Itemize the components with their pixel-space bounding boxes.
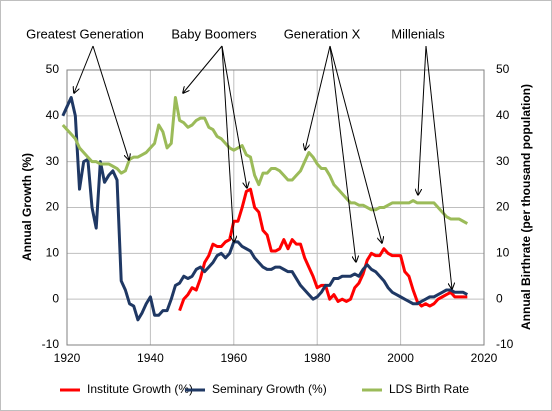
annotation: Generation X: [284, 26, 361, 41]
y2-tick-label: 10: [496, 246, 510, 260]
y-axis-title: Annual Growth (%): [20, 153, 34, 261]
y-tick-label: 0: [52, 291, 59, 305]
annotation-arrow: [418, 45, 427, 195]
y-tick-label: 40: [46, 108, 60, 122]
y2-tick-label: -10: [496, 337, 514, 351]
annotation-arrow: [425, 45, 452, 289]
annotation-arrow: [92, 45, 129, 160]
y2-tick-label: 50: [496, 62, 510, 76]
x-tick-label: 1980: [304, 351, 331, 365]
annotation: Greatest Generation: [26, 26, 144, 41]
x-tick-label: 1920: [54, 351, 81, 365]
x-tick-label: 2000: [387, 351, 414, 365]
x-tick-label: 1960: [220, 351, 247, 365]
legend-label: Institute Growth (%): [87, 382, 193, 396]
y2-tick-label: 30: [496, 154, 510, 168]
annotation-arrow: [221, 45, 234, 242]
y2-tick-label: 40: [496, 108, 510, 122]
y-tick-label: 30: [46, 154, 60, 168]
y2-tick-label: 0: [496, 291, 503, 305]
y-tick-label: 50: [46, 62, 60, 76]
x-tick-label: 1940: [137, 351, 164, 365]
y-tick-label: 20: [46, 200, 60, 214]
y2-tick-label: 20: [496, 200, 510, 214]
y-tick-label: 10: [46, 246, 60, 260]
annotation-arrow: [329, 45, 382, 243]
y-tick-label: -10: [42, 337, 60, 351]
plot-border: [66, 69, 485, 346]
annotation-arrow: [329, 45, 356, 262]
annotation-arrow: [74, 45, 94, 93]
legend-label: LDS Birth Rate: [389, 382, 469, 396]
annotation-arrow: [183, 45, 223, 93]
annotation: Baby Boomers: [171, 26, 257, 41]
annotation-arrow: [305, 45, 331, 150]
annotation: Millenials: [391, 26, 445, 41]
series-line: [61, 96, 469, 322]
x-tick-label: 2020: [471, 351, 498, 365]
annotation-arrow: [221, 45, 247, 188]
legend-label: Seminary Growth (%): [212, 382, 327, 396]
y2-axis-title: Annual Birthrate (per thousand populatio…: [519, 84, 533, 330]
